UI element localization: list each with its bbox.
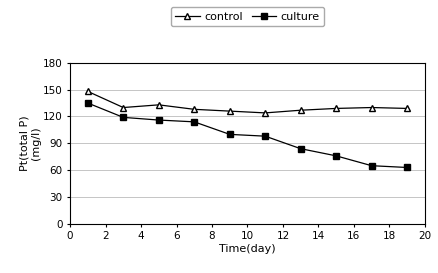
culture <box>334 154 339 158</box>
control <box>262 111 268 115</box>
Line: culture: culture <box>85 100 410 171</box>
control <box>120 106 126 109</box>
control <box>334 107 339 110</box>
control <box>298 109 303 112</box>
Legend: control, culture: control, culture <box>171 7 324 26</box>
culture <box>227 133 232 136</box>
control <box>369 106 374 109</box>
culture <box>85 102 90 105</box>
control <box>404 107 410 110</box>
control <box>227 109 232 113</box>
culture <box>262 135 268 138</box>
control <box>191 108 197 111</box>
culture <box>191 120 197 123</box>
culture <box>156 118 161 122</box>
culture <box>404 166 410 169</box>
Line: control: control <box>85 88 410 116</box>
culture <box>120 116 126 119</box>
culture <box>369 164 374 167</box>
Y-axis label: Pt(total P)
(mg/l): Pt(total P) (mg/l) <box>20 115 41 171</box>
culture <box>298 147 303 150</box>
control <box>85 90 90 93</box>
control <box>156 103 161 106</box>
X-axis label: Time(day): Time(day) <box>219 244 276 254</box>
